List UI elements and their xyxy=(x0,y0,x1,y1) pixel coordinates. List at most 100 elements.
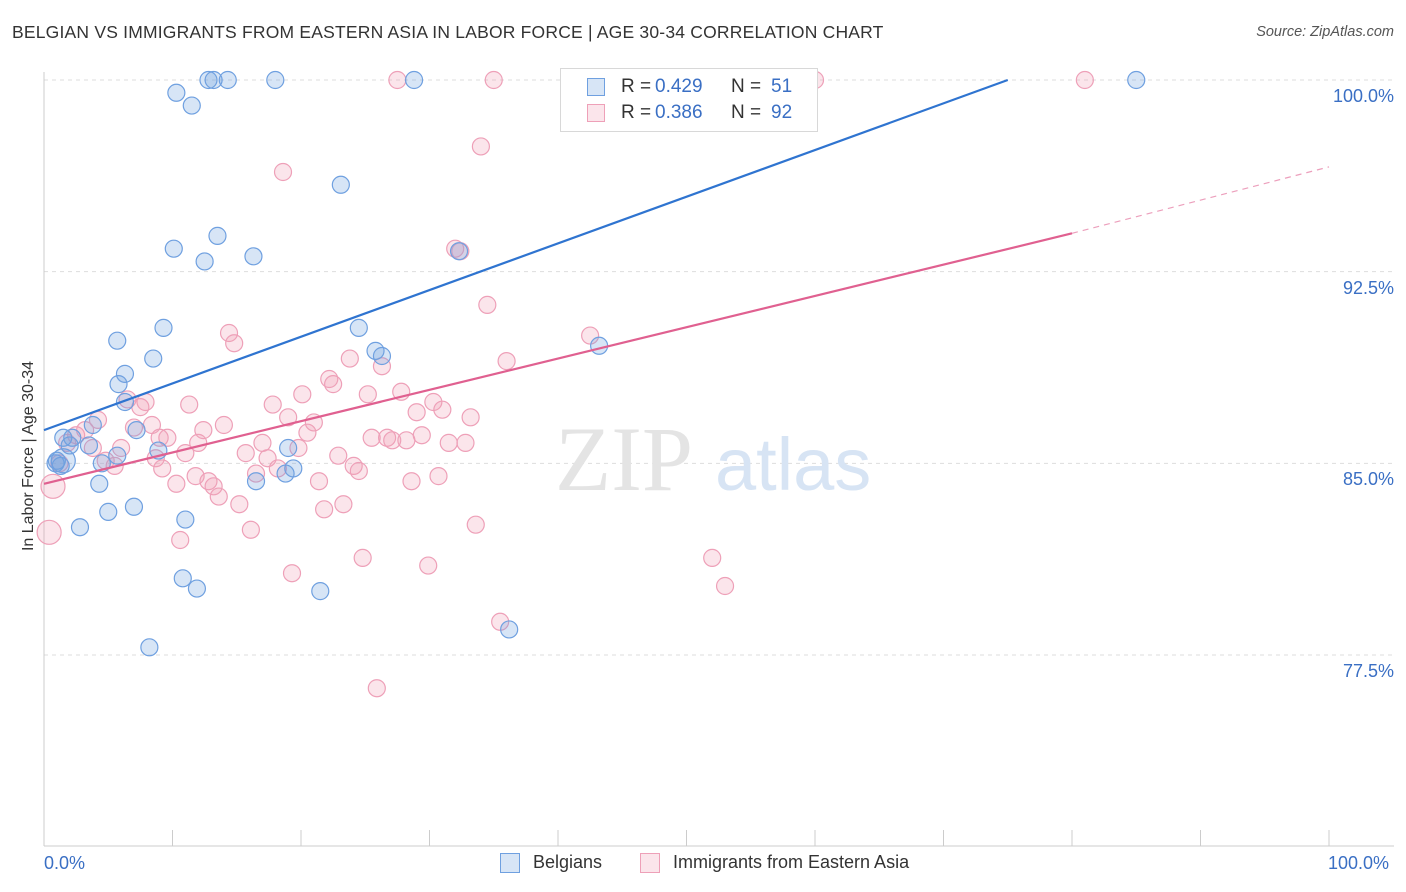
immigrants-point xyxy=(497,352,516,371)
immigrants-point xyxy=(407,403,426,422)
immigrants-point xyxy=(199,472,218,491)
belgians-point xyxy=(46,454,65,473)
legend-swatch-immigrants xyxy=(587,104,605,122)
source-label: Source: ZipAtlas.com xyxy=(1256,24,1394,40)
legend-swatch-belgians xyxy=(587,78,605,96)
belgians-point xyxy=(83,415,102,435)
belgians-point xyxy=(167,83,186,102)
immigrants-point xyxy=(241,520,260,539)
immigrants-point xyxy=(362,428,381,447)
belgians-point xyxy=(266,70,285,90)
immigrants-point xyxy=(273,162,293,182)
belgians-point xyxy=(182,96,201,115)
immigrants-point xyxy=(279,408,298,427)
immigrants-point xyxy=(236,444,255,463)
y-tick-label: 85.0% xyxy=(1342,469,1394,490)
belgians-point xyxy=(372,346,392,366)
trend-lines xyxy=(43,78,1330,485)
belgians-point xyxy=(279,438,298,458)
belgians-point xyxy=(115,392,135,412)
immigrants-point xyxy=(349,461,368,481)
immigrants-point xyxy=(315,500,334,519)
immigrants-point xyxy=(419,556,438,575)
legend-r-value: 0.429 xyxy=(655,76,703,97)
immigrants-point xyxy=(461,408,480,427)
belgians-point xyxy=(79,436,99,455)
series-belgians-points xyxy=(46,70,1146,657)
y-tick-label: 92.5% xyxy=(1342,277,1394,298)
bottom-legend-label-belgians: Belgians xyxy=(533,852,603,872)
watermark-atlas: atlas xyxy=(715,423,871,506)
belgians-point xyxy=(124,497,144,516)
axes xyxy=(43,72,1394,847)
immigrants-point xyxy=(209,487,228,506)
immigrants-point xyxy=(180,395,199,414)
belgians-point xyxy=(187,579,207,598)
x-tick-label-max: 100.0% xyxy=(1328,853,1390,873)
immigrants-point xyxy=(289,438,308,458)
immigrants-point xyxy=(439,433,458,452)
belgians-point xyxy=(311,582,330,601)
bottom-legend-label-immigrants: Immigrants from Eastern Asia xyxy=(673,852,910,872)
grid-lines xyxy=(44,79,1394,656)
legend-n-label: N = xyxy=(731,102,762,123)
immigrants-point xyxy=(282,564,302,583)
immigrants-point xyxy=(167,474,186,493)
belgians-point xyxy=(108,331,127,350)
immigrants-point xyxy=(219,323,239,343)
immigrants-point xyxy=(353,548,372,567)
immigrants-point xyxy=(194,421,213,440)
belgians-point xyxy=(144,349,163,368)
immigrants-point xyxy=(471,137,490,156)
belgians-point xyxy=(164,239,183,258)
immigrants-point xyxy=(344,456,363,475)
belgians-point xyxy=(208,226,227,245)
series-immigrants-points xyxy=(36,70,1094,698)
belgians-point xyxy=(331,175,350,194)
belgians-point xyxy=(90,474,109,493)
x-tick-label-min: 0.0% xyxy=(44,853,86,873)
immigrants-trend-extension xyxy=(1071,166,1330,234)
legend-n-value: 92 xyxy=(771,102,793,123)
immigrants-point xyxy=(388,70,407,90)
immigrants-point xyxy=(204,477,223,496)
immigrants-point xyxy=(158,428,177,447)
immigrants-point xyxy=(456,433,475,452)
belgians-point xyxy=(195,252,214,271)
belgians-point xyxy=(218,70,237,90)
y-tick-label: 100.0% xyxy=(1332,86,1394,106)
belgians-point xyxy=(500,620,519,639)
belgians-point xyxy=(244,247,263,266)
belgians-point xyxy=(173,569,192,588)
legend-n-value: 51 xyxy=(771,76,793,97)
immigrants-point xyxy=(1075,70,1094,90)
immigrants-point xyxy=(329,446,348,465)
y-axis-label: In Labor Force | Age 30-34 xyxy=(20,360,37,552)
belgians-point xyxy=(404,70,424,90)
y-tick-label: 77.5% xyxy=(1342,661,1394,681)
immigrants-point xyxy=(214,415,233,435)
belgians-trend-line xyxy=(43,78,1009,432)
immigrants-point xyxy=(433,400,452,419)
immigrants-point xyxy=(153,459,172,478)
immigrants-trend-line xyxy=(43,232,1073,485)
watermark: ZIP atlas xyxy=(555,408,871,510)
immigrants-point xyxy=(36,519,62,545)
legend-r-value: 0.386 xyxy=(655,102,703,123)
immigrants-point xyxy=(372,357,392,376)
immigrants-point xyxy=(581,326,600,345)
belgians-point xyxy=(140,638,159,657)
chart-title: BELGIAN VS IMMIGRANTS FROM EASTERN ASIA … xyxy=(12,22,884,42)
immigrants-point xyxy=(715,576,735,596)
belgians-point xyxy=(176,510,195,529)
immigrants-point xyxy=(334,495,353,514)
belgians-point xyxy=(284,459,303,478)
immigrants-point xyxy=(253,433,272,452)
legend-row-immigrants: R = 0.386 N = 92 xyxy=(587,101,817,125)
belgians-point xyxy=(99,502,118,521)
legend-r-label: R = xyxy=(621,102,652,123)
immigrants-point xyxy=(263,395,282,414)
belgians-point xyxy=(115,364,135,383)
immigrants-point xyxy=(40,473,66,499)
